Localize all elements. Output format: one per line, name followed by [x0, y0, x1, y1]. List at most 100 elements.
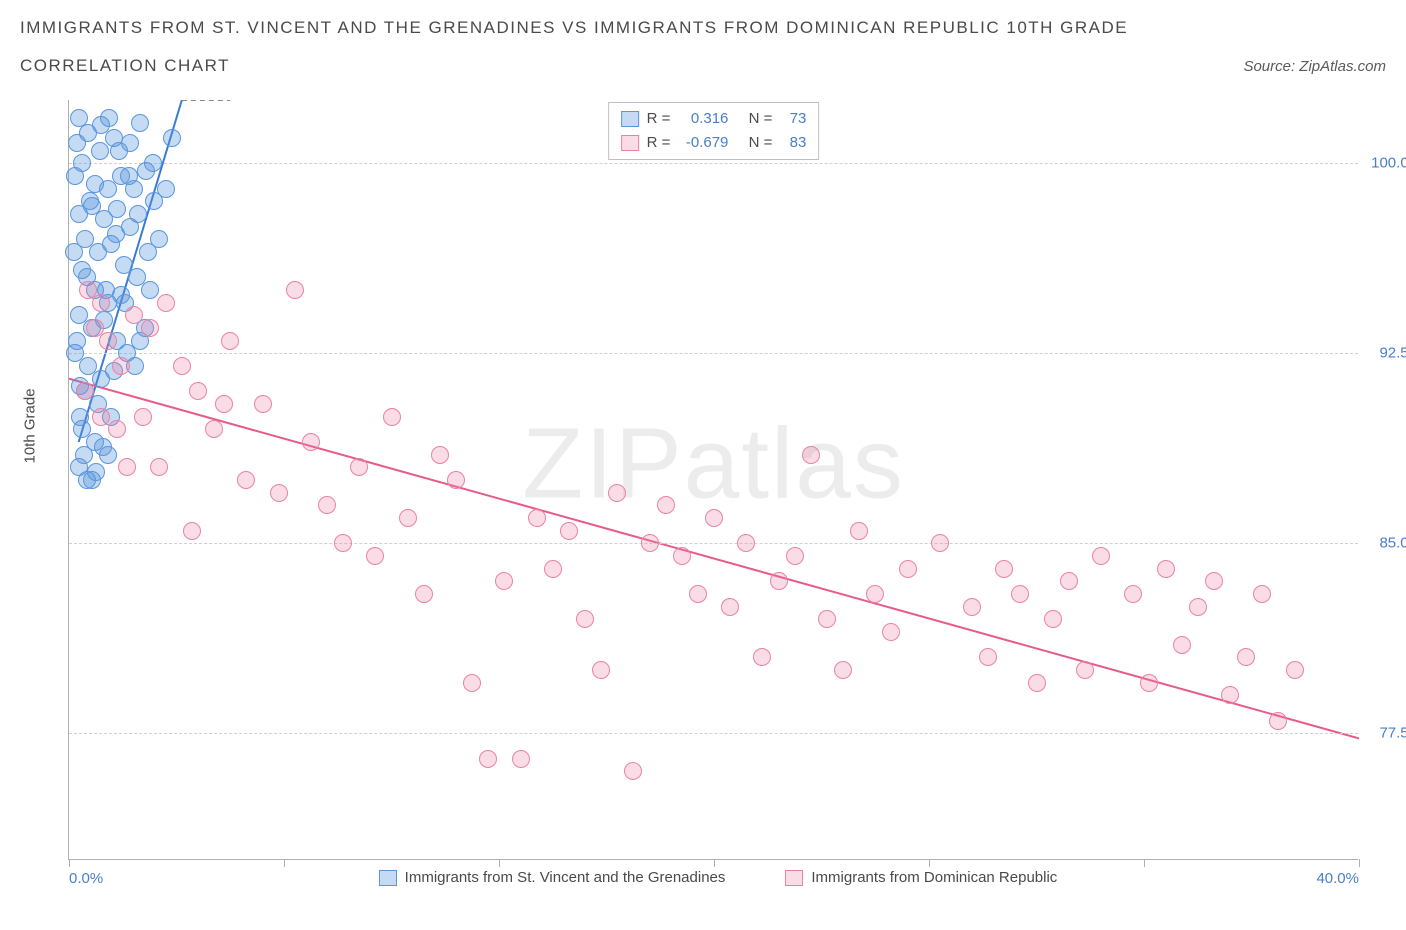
scatter-point — [110, 142, 128, 160]
scatter-point — [118, 458, 136, 476]
scatter-point — [366, 547, 384, 565]
scatter-point — [979, 648, 997, 666]
n-label: N = — [749, 107, 773, 131]
scatter-point — [770, 572, 788, 590]
scatter-point — [689, 585, 707, 603]
scatter-point — [834, 661, 852, 679]
scatter-point — [1028, 674, 1046, 692]
legend-row-blue: R = 0.316 N = 73 — [621, 107, 807, 131]
scatter-point — [1124, 585, 1142, 603]
scatter-point — [866, 585, 884, 603]
gridline — [69, 733, 1358, 734]
r-value-blue: 0.316 — [678, 107, 728, 131]
bottom-legend-item-blue: Immigrants from St. Vincent and the Gren… — [379, 869, 726, 886]
scatter-point — [183, 522, 201, 540]
scatter-point — [560, 522, 578, 540]
scatter-point — [334, 534, 352, 552]
scatter-point — [479, 750, 497, 768]
scatter-point — [657, 496, 675, 514]
x-tick — [69, 859, 70, 867]
scatter-point — [75, 446, 93, 464]
scatter-point — [65, 243, 83, 261]
scatter-point — [107, 225, 125, 243]
scatter-point — [1286, 661, 1304, 679]
scatter-point — [899, 560, 917, 578]
scatter-point — [963, 598, 981, 616]
scatter-point — [81, 192, 99, 210]
watermark: ZIPatlas — [522, 407, 905, 522]
scatter-point — [350, 458, 368, 476]
scatter-point — [270, 484, 288, 502]
scatter-point — [237, 471, 255, 489]
y-axis-title: 10th Grade — [22, 388, 39, 463]
r-label: R = — [647, 131, 671, 155]
scatter-point — [87, 463, 105, 481]
scatter-point — [705, 509, 723, 527]
scatter-point — [139, 243, 157, 261]
scatter-point — [995, 560, 1013, 578]
x-tick — [1144, 859, 1145, 867]
scatter-point — [163, 129, 181, 147]
bottom-legend-item-pink: Immigrants from Dominican Republic — [785, 869, 1057, 886]
scatter-point — [1221, 686, 1239, 704]
scatter-point — [141, 281, 159, 299]
legend-row-pink: R = -0.679 N = 83 — [621, 131, 807, 155]
r-value-pink: -0.679 — [678, 131, 728, 155]
scatter-point — [189, 382, 207, 400]
scatter-point — [137, 162, 155, 180]
scatter-point — [254, 395, 272, 413]
x-tick — [1359, 859, 1360, 867]
scatter-point — [786, 547, 804, 565]
scatter-point — [544, 560, 562, 578]
scatter-point — [150, 458, 168, 476]
scatter-point — [1140, 674, 1158, 692]
correlation-legend-box: R = 0.316 N = 73 R = -0.679 N = 83 — [608, 102, 820, 160]
scatter-point — [318, 496, 336, 514]
scatter-point — [221, 332, 239, 350]
scatter-point — [495, 572, 513, 590]
scatter-point — [1237, 648, 1255, 666]
scatter-point — [134, 408, 152, 426]
scatter-point — [120, 167, 138, 185]
scatter-point — [576, 610, 594, 628]
scatter-point — [1253, 585, 1271, 603]
scatter-point — [173, 357, 191, 375]
scatter-point — [1044, 610, 1062, 628]
x-tick — [714, 859, 715, 867]
scatter-point — [68, 134, 86, 152]
y-tick-label: 77.5% — [1379, 725, 1406, 742]
n-value-blue: 73 — [780, 107, 806, 131]
scatter-point — [592, 661, 610, 679]
scatter-point — [931, 534, 949, 552]
scatter-point — [721, 598, 739, 616]
scatter-point — [1060, 572, 1078, 590]
scatter-point — [447, 471, 465, 489]
y-tick-label: 85.0% — [1379, 535, 1406, 552]
scatter-point — [512, 750, 530, 768]
series-name-pink: Immigrants from Dominican Republic — [811, 869, 1057, 886]
chart-title-line1: IMMIGRANTS FROM ST. VINCENT AND THE GREN… — [20, 18, 1386, 38]
scatter-point — [100, 109, 118, 127]
scatter-point — [1189, 598, 1207, 616]
scatter-point — [1173, 636, 1191, 654]
scatter-point — [850, 522, 868, 540]
n-value-pink: 83 — [780, 131, 806, 155]
scatter-point — [528, 509, 546, 527]
scatter-point — [641, 534, 659, 552]
scatter-point — [66, 167, 84, 185]
scatter-point — [882, 623, 900, 641]
scatter-point — [129, 205, 147, 223]
scatter-point — [71, 408, 89, 426]
scatter-point — [1011, 585, 1029, 603]
scatter-point — [141, 319, 159, 337]
scatter-point — [608, 484, 626, 502]
scatter-point — [463, 674, 481, 692]
trend-lines-layer — [69, 100, 1359, 860]
scatter-point — [753, 648, 771, 666]
scatter-point — [205, 420, 223, 438]
scatter-point — [399, 509, 417, 527]
legend-swatch-pink — [621, 135, 639, 151]
scatter-point — [91, 142, 109, 160]
scatter-point — [302, 433, 320, 451]
scatter-point — [1205, 572, 1223, 590]
